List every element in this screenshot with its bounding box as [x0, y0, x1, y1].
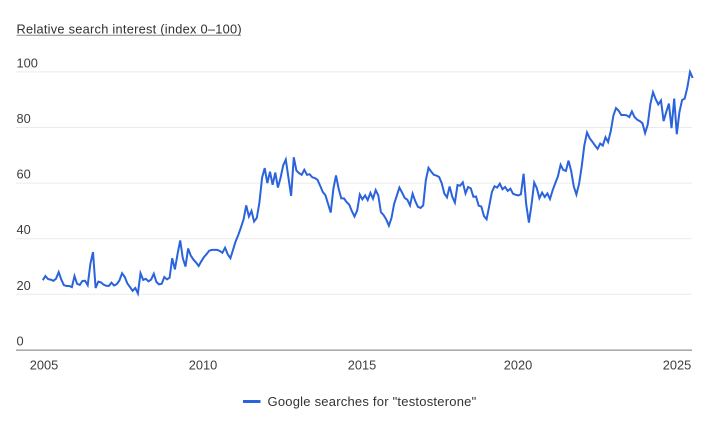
- svg-text:0: 0: [17, 333, 24, 348]
- svg-text:2020: 2020: [504, 358, 532, 373]
- svg-text:2010: 2010: [189, 358, 217, 373]
- svg-text:40: 40: [17, 222, 31, 237]
- svg-text:20: 20: [17, 278, 31, 293]
- svg-text:100: 100: [17, 55, 38, 70]
- svg-text:80: 80: [17, 111, 31, 126]
- svg-text:2015: 2015: [348, 358, 376, 373]
- svg-text:60: 60: [17, 167, 31, 182]
- svg-text:Google searches for "testoster: Google searches for "testosterone": [268, 394, 477, 409]
- svg-text:2025: 2025: [663, 358, 691, 373]
- svg-text:2005: 2005: [30, 358, 58, 373]
- svg-text:Relative search interest (inde: Relative search interest (index 0–100): [17, 22, 242, 37]
